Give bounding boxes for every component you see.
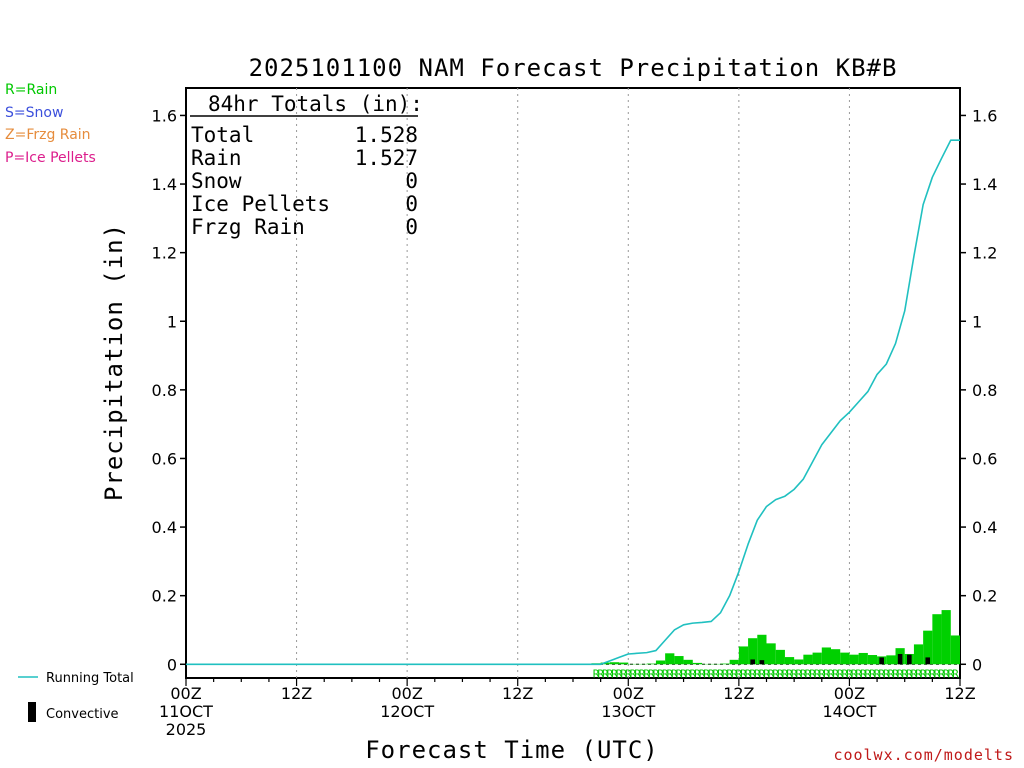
x-tick-label: 13OCT: [601, 702, 655, 721]
ptype-code: R: [952, 667, 959, 680]
convective-bar: [925, 657, 930, 664]
totals-row-value: 1.527: [355, 146, 418, 170]
x-tick-label: 00Z: [613, 684, 644, 703]
totals-row-label: Frzg Rain: [191, 215, 305, 239]
y-axis-left: 0 0.2 0.4 0.6 0.8 1 1.2 1.4 1.6: [152, 106, 186, 674]
y-axis-label: Precipitation (in): [100, 223, 128, 501]
legend-snow: S=Snow: [5, 105, 63, 121]
precip-bar: [665, 653, 674, 664]
precip-bar: [849, 655, 858, 665]
convective-swatch: [28, 702, 36, 722]
totals-row-label: Total: [191, 123, 254, 147]
y-tick-label: 0.2: [152, 587, 177, 606]
precip-bar: [794, 659, 803, 664]
y-tick-label: 0: [167, 655, 177, 674]
totals-row-value: 0: [405, 215, 418, 239]
x-tick-label: 11OCT: [159, 702, 213, 721]
precip-bar: [886, 655, 895, 664]
y-tick-label: 1.6: [152, 106, 177, 125]
precip-bar: [942, 610, 951, 664]
convective-bar: [750, 659, 755, 664]
vertical-gridlines: [297, 88, 850, 678]
precip-bar: [674, 656, 683, 664]
x-tick-label: 00Z: [834, 684, 865, 703]
precip-bar: [813, 653, 822, 665]
convective-bar: [898, 654, 903, 664]
precip-bar: [803, 655, 812, 665]
legend-frzg-rain: Z=Frzg Rain: [5, 127, 91, 143]
y-tick-label-right: 0.4: [972, 518, 997, 537]
precipitation-chart: 2025101100 NAM Forecast Precipitation KB…: [0, 0, 1024, 768]
x-tick-label: 00Z: [391, 684, 422, 703]
precip-bar: [840, 653, 849, 665]
legend-ice-pellets: P=Ice Pellets: [5, 150, 96, 166]
y-tick-label-right: 0.2: [972, 587, 997, 606]
convective-bar: [760, 660, 765, 664]
precip-bar: [684, 660, 693, 664]
y-tick-label: 1.4: [152, 175, 177, 194]
totals-row-label: Ice Pellets: [191, 192, 330, 216]
precip-bar: [720, 664, 729, 665]
totals-box: 84hr Totals (in): Total 1.528 Rain 1.527 Sno…: [190, 92, 423, 239]
y-tick-label-right: 0.8: [972, 381, 997, 400]
running-total-legend-label: Running Total: [46, 671, 134, 686]
y-tick-label: 0.6: [152, 449, 177, 468]
precip-bar: [914, 644, 923, 664]
y-tick-label: 1.2: [152, 244, 177, 263]
totals-header: 84hr Totals (in):: [208, 92, 423, 116]
y-tick-label-right: 0: [972, 655, 982, 674]
y-tick-label-right: 1.4: [972, 175, 997, 194]
precip-bar: [951, 635, 960, 664]
x-tick-label: 2025: [166, 720, 207, 739]
precip-bar: [767, 643, 776, 664]
ptype-code-row: RRRRRRRRRRRRRRRRRRRRRRRRRRRRRRRRRRRRRRRR…: [593, 667, 959, 680]
precip-bar: [610, 662, 619, 664]
totals-row-value: 1.528: [355, 123, 418, 147]
hourly-precip-bars: [591, 610, 960, 664]
precip-bar: [730, 660, 739, 664]
totals-row-label: Snow: [191, 169, 242, 193]
legend-rain: R=Rain: [5, 82, 57, 98]
precip-bar: [656, 661, 665, 665]
x-tick-label: 12Z: [281, 684, 312, 703]
convective-bar: [879, 657, 884, 664]
chart-title: 2025101100 NAM Forecast Precipitation KB…: [249, 54, 898, 82]
x-tick-label: 12OCT: [380, 702, 434, 721]
x-tick-label: 00Z: [170, 684, 201, 703]
series-legend: Running Total Convective: [18, 671, 134, 722]
precip-bar: [693, 663, 702, 664]
precip-bar: [619, 663, 628, 665]
precip-bar: [932, 614, 941, 664]
precip-bar: [831, 649, 840, 664]
convective-legend-label: Convective: [46, 707, 119, 722]
precip-bar: [859, 653, 868, 664]
y-tick-label-right: 1: [972, 312, 982, 331]
totals-row-value: 0: [405, 192, 418, 216]
y-tick-label-right: 1.2: [972, 244, 997, 263]
precip-bar: [868, 655, 877, 664]
y-tick-label: 1: [167, 312, 177, 331]
precip-bar: [739, 646, 748, 664]
precip-bar: [785, 657, 794, 664]
plot-frame: [186, 88, 960, 678]
convective-bar: [907, 655, 912, 665]
precip-bar: [776, 650, 785, 664]
totals-row-value: 0: [405, 169, 418, 193]
y-tick-label: 0.4: [152, 518, 177, 537]
precip-bar: [822, 647, 831, 664]
x-tick-label: 12Z: [723, 684, 754, 703]
x-tick-label: 12Z: [502, 684, 533, 703]
x-tick-label: 12Z: [944, 684, 975, 703]
y-tick-label-right: 1.6: [972, 106, 997, 125]
totals-row-label: Rain: [191, 146, 242, 170]
precip-bar: [647, 664, 656, 665]
x-tick-label: 14OCT: [822, 702, 876, 721]
x-axis-label: Forecast Time (UTC): [365, 736, 659, 764]
footer-credit: coolwx.com/modelts: [833, 746, 1014, 764]
y-axis-right: 0 0.2 0.4 0.6 0.8 1 1.2 1.4 1.6: [960, 106, 997, 674]
precip-bar: [757, 635, 766, 665]
y-tick-label-right: 0.6: [972, 449, 997, 468]
y-tick-label: 0.8: [152, 381, 177, 400]
